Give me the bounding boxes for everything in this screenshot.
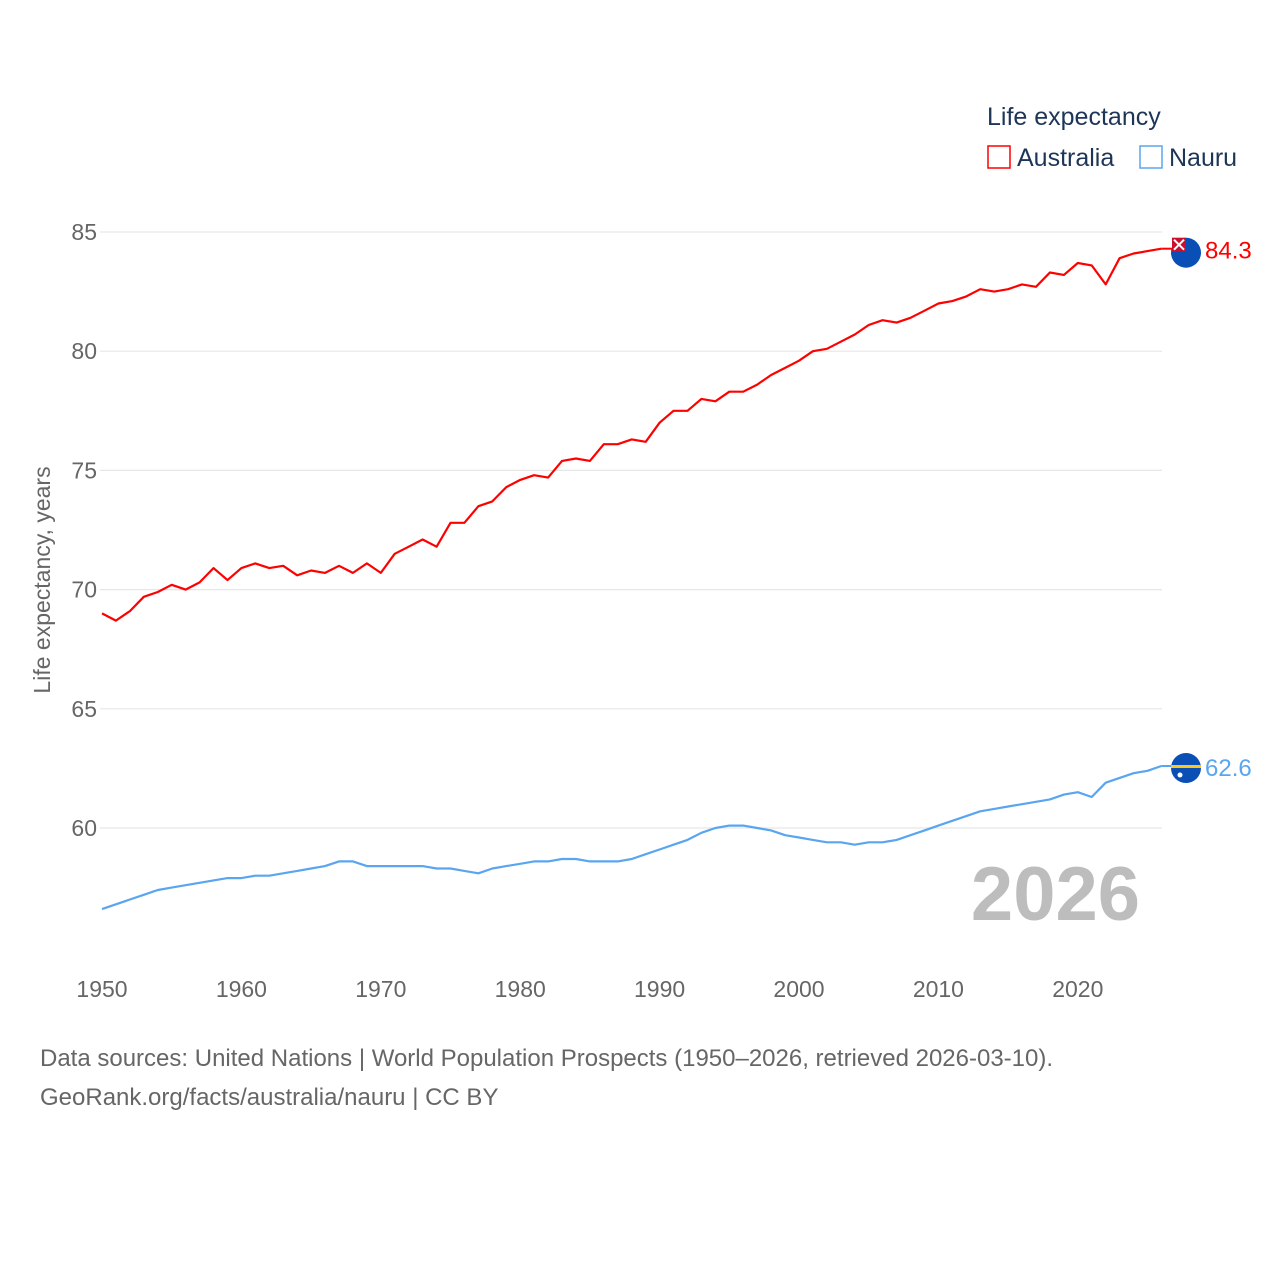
y-tick-label: 85 — [71, 219, 97, 245]
end-value-label-nauru: 62.6 — [1205, 755, 1252, 782]
year-label: 2026 — [971, 852, 1140, 937]
x-tick-label: 2010 — [913, 976, 964, 1002]
end-markers: 84.3 62.6 — [1161, 238, 1252, 784]
y-tick-label: 75 — [71, 457, 97, 483]
y-axis: 60 65 70 75 80 85 — [71, 219, 97, 841]
x-tick-label: 1960 — [216, 976, 267, 1002]
series-line-australia — [101, 247, 1162, 622]
series-lines — [101, 247, 1162, 911]
legend-swatch-australia[interactable] — [987, 145, 1011, 169]
x-tick-label: 1950 — [76, 976, 127, 1002]
y-tick-label: 70 — [71, 577, 97, 603]
flag-star — [1177, 772, 1183, 778]
y-tick-label: 60 — [71, 815, 97, 841]
y-tick-label: 80 — [71, 338, 97, 364]
attribution-line: GeoRank.org/facts/australia/nauru | CC B… — [40, 1084, 499, 1111]
flag-cross — [1173, 238, 1185, 251]
y-axis-label: Life expectancy, years — [29, 466, 55, 693]
x-axis: 1950 1960 1970 1980 1990 2000 2010 2020 — [76, 976, 1103, 1002]
end-value-label-australia: 84.3 — [1205, 238, 1252, 265]
x-tick-label: 2020 — [1052, 976, 1103, 1002]
series-line-nauru — [101, 764, 1162, 911]
x-tick-label: 1980 — [495, 976, 546, 1002]
legend-title: Life expectancy — [987, 103, 1161, 131]
grid — [100, 231, 1162, 829]
legend-swatch-nauru[interactable] — [1139, 145, 1163, 169]
x-tick-label: 2000 — [773, 976, 824, 1002]
flag-stripe — [1171, 765, 1201, 769]
x-tick-label: 1990 — [634, 976, 685, 1002]
legend-label-nauru[interactable]: Nauru — [1169, 144, 1237, 172]
y-tick-label: 65 — [71, 696, 97, 722]
source-line: Data sources: United Nations | World Pop… — [40, 1045, 1054, 1072]
x-tick-label: 1970 — [355, 976, 406, 1002]
legend-label-australia[interactable]: Australia — [1017, 144, 1114, 172]
legend: Life expectancy Australia Nauru — [987, 103, 1237, 172]
